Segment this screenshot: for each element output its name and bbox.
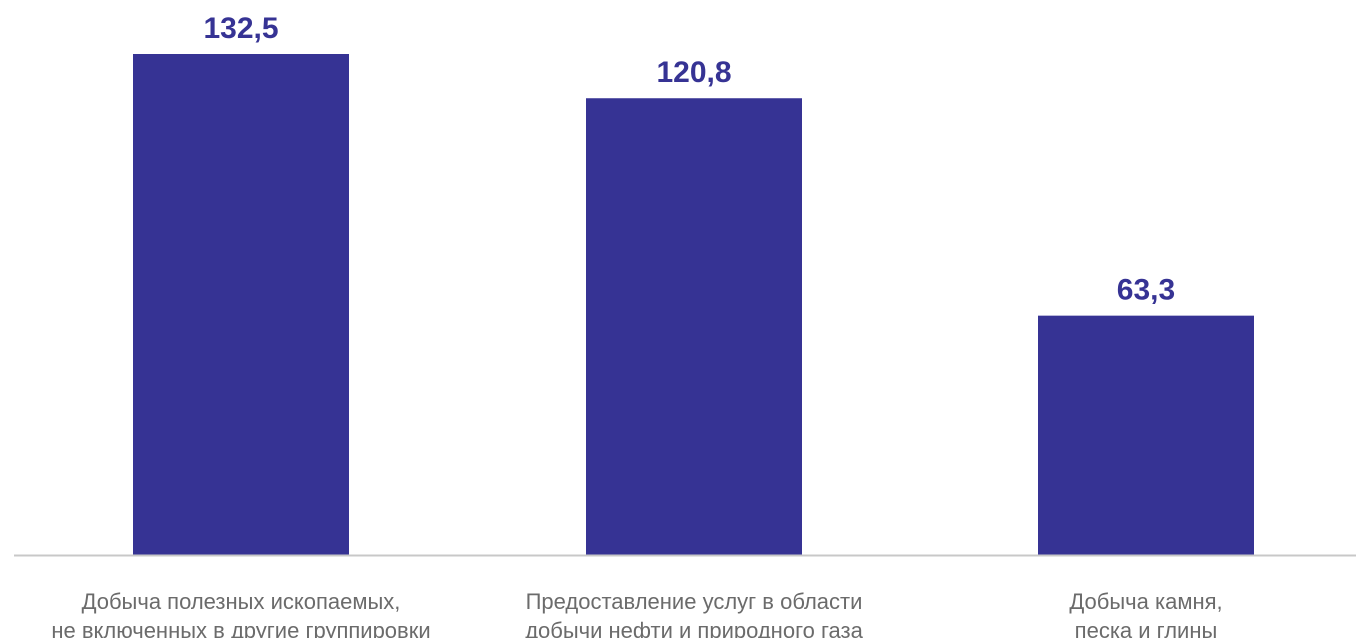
category-label-1: Добыча полезных ископаемых, не включенных… [51,589,430,638]
category-label-line: не включенных в другие группировки [51,618,430,638]
value-labels-group: 132,5 120,8 63,3 [203,12,1175,307]
category-label-2: Предоставление услуг в области добычи неф… [525,589,863,638]
category-label-3: Добыча камня, песка и глины [1069,589,1222,638]
bar-value-label-2: 120,8 [656,56,731,89]
bar-2 [586,98,802,555]
bar-1 [133,54,349,555]
bar-3 [1038,315,1254,555]
bar-value-label-3: 63,3 [1117,274,1175,307]
bars-group [133,54,1254,555]
category-label-line: Предоставление услуг в области [526,589,863,614]
category-label-line: добычи нефти и природного газа [525,618,863,638]
bar-value-label-1: 132,5 [203,12,278,45]
category-label-line: Добыча камня, [1069,589,1222,614]
category-label-line: Добыча полезных ископаемых, [82,589,401,614]
category-labels-group: Добыча полезных ископаемых, не включенных… [51,589,1222,638]
category-label-line: песка и глины [1075,618,1218,638]
